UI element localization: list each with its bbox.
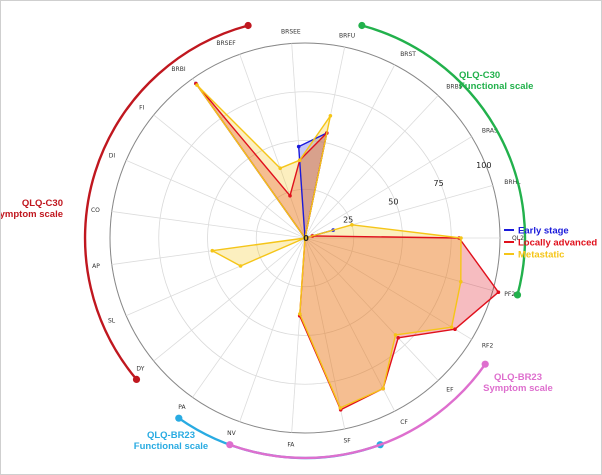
spoke-di bbox=[125, 159, 306, 239]
axis-label-brfu: BRFU bbox=[339, 32, 355, 39]
axis-label-brsee: BRSEE bbox=[281, 29, 301, 36]
axis-label-di: DI bbox=[109, 153, 116, 160]
point-metastatic-ql2 bbox=[459, 236, 463, 240]
point-metastatic-ap bbox=[210, 248, 215, 253]
point-metastatic-bras bbox=[303, 236, 307, 240]
r-tick-label-100: 100 bbox=[476, 161, 491, 170]
point-metastatic-rf2 bbox=[449, 325, 454, 330]
scale-arc-qlq-c30-functional-scale bbox=[361, 24, 527, 296]
scale-arc-qlq-br23-symptom-scale bbox=[229, 363, 487, 460]
legend-label-early-stage: Early stage bbox=[518, 226, 569, 237]
r-tick-label-25: 25 bbox=[343, 216, 353, 225]
scale-label-subtitle: Functional scale bbox=[459, 81, 533, 92]
spoke-co bbox=[111, 211, 306, 239]
series-fill-early-stage bbox=[195, 83, 334, 238]
axis-label-sf: SF bbox=[343, 438, 351, 445]
spoke-dy bbox=[153, 237, 306, 362]
axis-label-brbs: BRBS bbox=[446, 84, 462, 91]
legend-label-metastatic: Metastatic bbox=[518, 250, 564, 261]
axis-label-cf: CF bbox=[400, 419, 408, 426]
point-locally-advanced-pf2 bbox=[496, 290, 501, 295]
point-metastatic-brhl bbox=[350, 223, 354, 227]
series-line-metastatic bbox=[196, 84, 462, 409]
scale-arc-end-dot bbox=[132, 375, 141, 383]
scale-label-title: QLQ-BR23 bbox=[494, 372, 542, 383]
point-locally-advanced-brsef bbox=[288, 193, 292, 198]
center-label: 0 bbox=[303, 234, 309, 243]
scale-arc-end-dot bbox=[513, 291, 522, 299]
axis-label-pa: PA bbox=[178, 404, 186, 411]
spoke-brbs bbox=[304, 95, 439, 239]
series-fill-metastatic bbox=[197, 85, 461, 408]
point-locally-advanced-rf2 bbox=[453, 327, 457, 332]
point-metastatic-ef bbox=[393, 333, 398, 337]
scale-label-title: QLQ-C30 bbox=[459, 70, 500, 81]
point-locally-advanced-ef bbox=[396, 336, 401, 340]
legend-label-locally-advanced: Locally advanced bbox=[518, 238, 597, 249]
scale-label-subtitle: Functional scale bbox=[134, 441, 208, 452]
spoke-sf bbox=[304, 237, 346, 430]
spoke-pa bbox=[192, 237, 306, 398]
series-line-layer bbox=[194, 81, 501, 412]
scale-arc-start-dot bbox=[358, 21, 366, 30]
point-metastatic-brbi bbox=[195, 83, 199, 87]
scale-arc-start-dot bbox=[175, 414, 183, 422]
series-fill-layer bbox=[195, 83, 499, 410]
r-tick-label-75: 75 bbox=[434, 179, 444, 188]
spoke-rf2 bbox=[304, 237, 472, 340]
axis-label-rf2: RF2 bbox=[482, 343, 494, 350]
point-metastatic-sf bbox=[338, 406, 343, 410]
point-metastatic-brsef bbox=[278, 166, 283, 170]
scale-arc-start-dot bbox=[481, 360, 489, 368]
spoke-cf bbox=[304, 237, 396, 412]
radial-tick-layer: 25 50 75 100 0 bbox=[303, 161, 491, 243]
scale-label-title: QLQ-BR23 bbox=[147, 430, 195, 441]
axis-label-brsef: BRSEF bbox=[216, 40, 236, 47]
axis-label-brst: BRST bbox=[400, 51, 416, 58]
axis-label-ef: EF bbox=[446, 386, 454, 393]
axis-label-brbi: BRBI bbox=[171, 66, 185, 73]
point-metastatic-cf bbox=[381, 386, 385, 391]
point-metastatic-brsee bbox=[297, 158, 302, 162]
scale-label-subtitle: Symptom scale bbox=[1, 209, 63, 220]
spoke-ef bbox=[304, 237, 439, 381]
spoke-bras bbox=[304, 136, 472, 239]
r-tick-label-50: 50 bbox=[388, 198, 398, 207]
scale-arc-qlq-c30-symptom-scale bbox=[83, 24, 249, 381]
scale-label-title: QLQ-C30 bbox=[22, 198, 63, 209]
spoke-fi bbox=[153, 114, 306, 239]
axis-label-fi: FI bbox=[139, 104, 144, 111]
spoke-brsef bbox=[239, 54, 306, 239]
axis-label-layer: QL2 PF2 RF2 EF CF SF FA NV PA DY SL AP CO DI FI BRBI BRS… bbox=[91, 29, 524, 449]
point-metastatic-fa bbox=[298, 312, 302, 316]
scale-label-subtitle: Symptom scale bbox=[483, 383, 553, 394]
axis-label-pf2: PF2 bbox=[504, 291, 515, 298]
point-metastatic-sl bbox=[238, 264, 243, 268]
axis-label-sl: SL bbox=[108, 318, 116, 325]
axis-label-bras: BRAS bbox=[482, 127, 498, 134]
axis-label-brhl: BRHL bbox=[504, 179, 521, 186]
spoke-nv bbox=[239, 237, 306, 422]
axis-label-ap: AP bbox=[92, 263, 100, 270]
point-early-stage-brsee bbox=[296, 144, 301, 149]
axis-label-nv: NV bbox=[227, 430, 236, 437]
grid-layer bbox=[109, 42, 501, 434]
axis-label-dy: DY bbox=[136, 366, 144, 373]
series-fill-locally-advanced bbox=[195, 83, 499, 410]
axis-label-ql2: QL2 bbox=[512, 235, 524, 242]
axis-label-co: CO bbox=[91, 207, 100, 214]
spoke-brst bbox=[304, 64, 396, 239]
point-metastatic-brfu bbox=[328, 114, 333, 118]
axis-label-fa: FA bbox=[287, 442, 295, 449]
scale-arc-end-dot bbox=[226, 441, 234, 449]
scale-arc-start-dot bbox=[244, 21, 252, 30]
point-metastatic-pf2 bbox=[459, 279, 463, 284]
